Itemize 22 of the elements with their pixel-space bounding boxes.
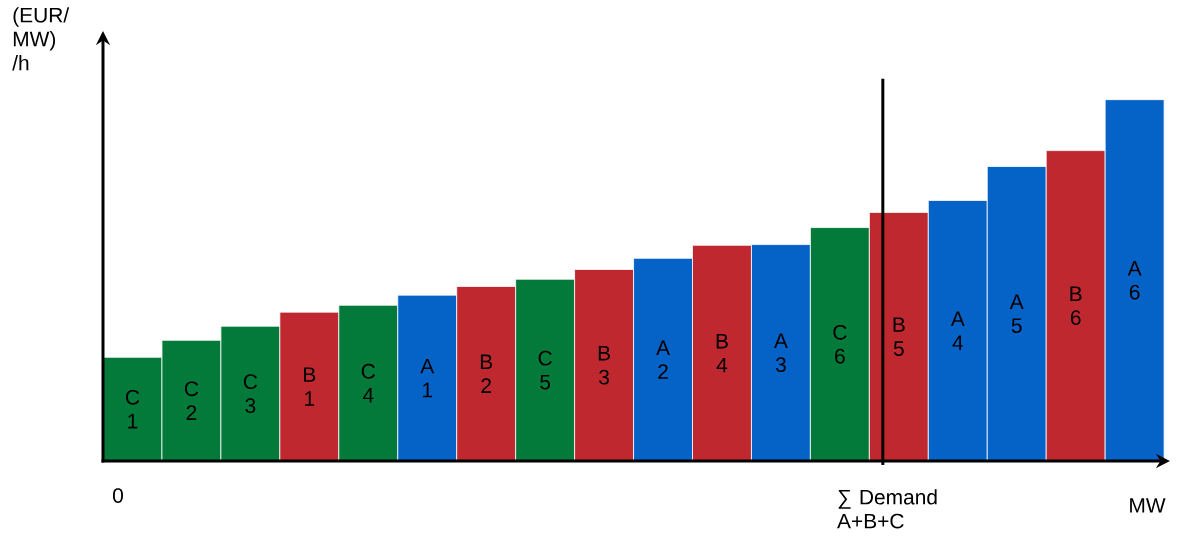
x-tick-label: B 5 [893,317,905,356]
x-tick-label: C 6 [833,324,847,364]
x-tick-label: C 4 [361,363,376,403]
x-tick-label: B 4 [716,333,728,373]
x-tick-label: C 1 [125,389,140,429]
x-tick-label: C 5 [538,350,552,390]
x-tick-label: C 2 [184,381,199,420]
x-tick-label: B 6 [1070,286,1082,326]
x-tick-label: B 1 [304,367,316,406]
x-tick-label: A 6 [1127,261,1142,300]
x-tick-label: A 4 [950,311,965,350]
x-tick-label: C 3 [243,374,258,413]
x-tick-label: B 2 [480,354,493,393]
x-axis-title: MW [1130,498,1166,513]
ref-line-label: ∑ Demand A+B+C [837,489,937,529]
x-tick-label: A 1 [420,358,435,398]
x-tick-label: A 3 [774,333,788,373]
x-tick-label: B 3 [598,345,610,385]
text: 0 [113,488,123,503]
x-tick-label: A 5 [1009,294,1024,333]
y-axis-title: (EUR/ MW) /h [12,7,70,71]
x-tick-label: A 2 [656,340,670,379]
